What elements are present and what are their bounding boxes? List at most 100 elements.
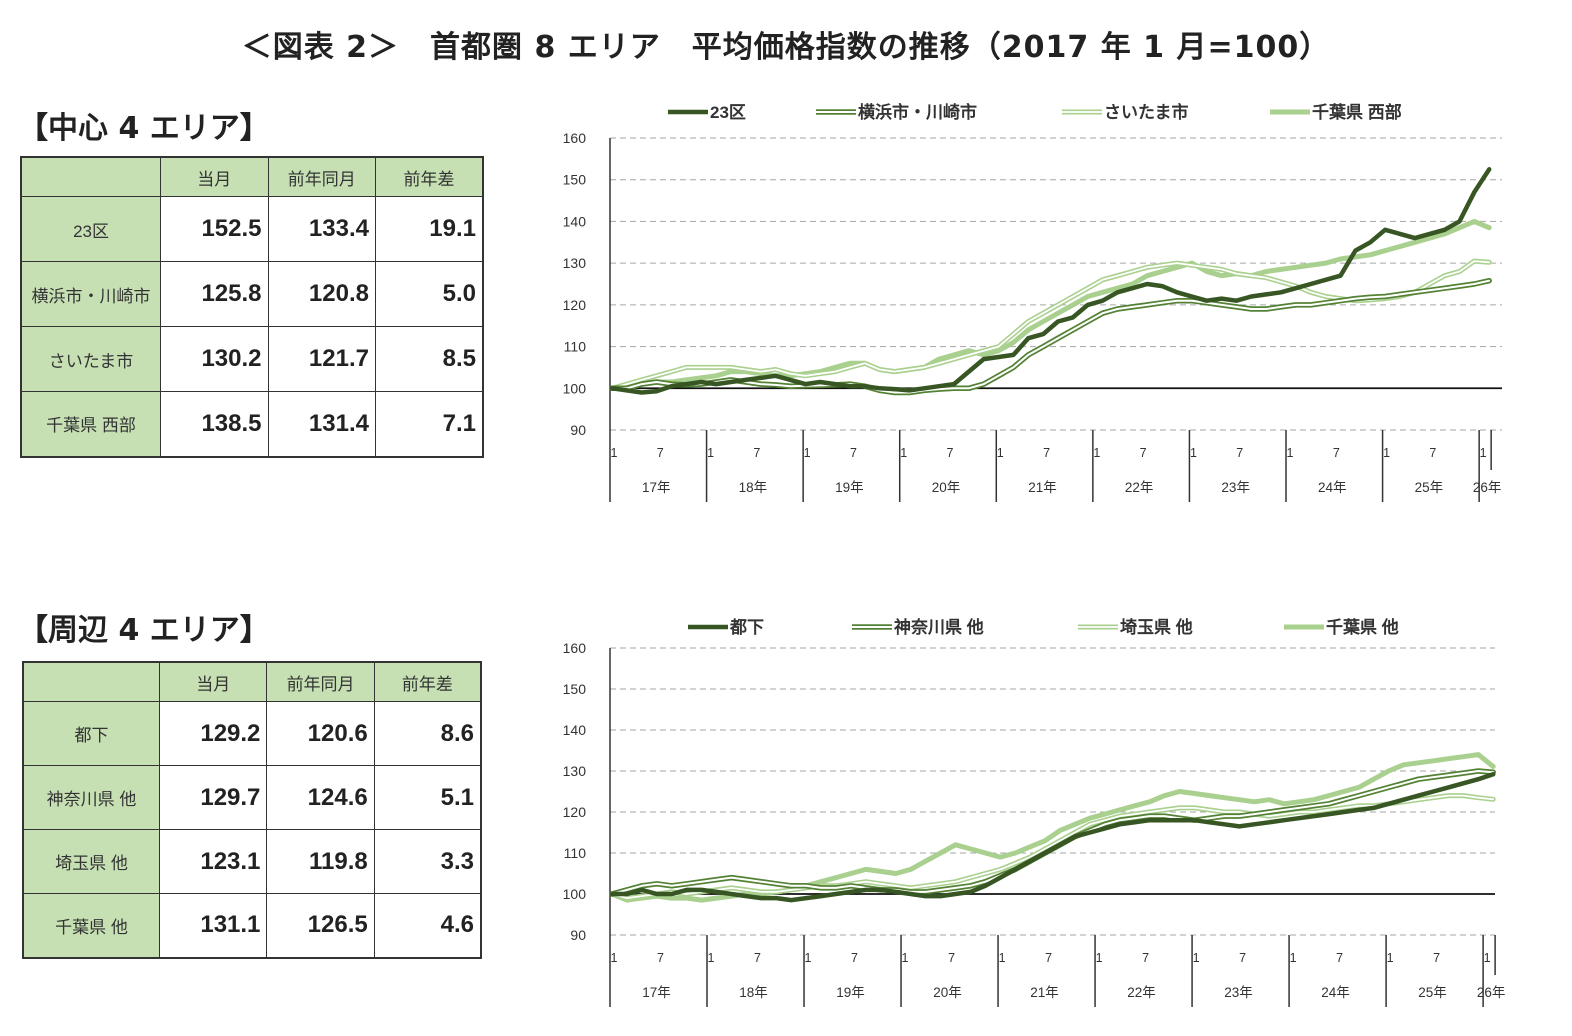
cell-diff: 5.1	[373, 765, 482, 830]
y-tick-label: 150	[563, 681, 587, 697]
legend-label: 埼玉県 他	[1120, 617, 1193, 637]
peripheral-areas-table: 当月 前年同月 前年差 都下 129.2 120.6 8.6 神奈川県 他 12…	[22, 661, 482, 959]
year-label: 22年	[1127, 985, 1156, 1000]
month-tick-label: 1	[1190, 446, 1197, 460]
table-row: 埼玉県 他 123.1 119.8 3.3	[22, 829, 482, 894]
month-tick-label: 7	[1142, 951, 1149, 965]
month-tick-label: 1	[997, 446, 1004, 460]
year-label: 24年	[1321, 985, 1350, 1000]
month-tick-label: 7	[753, 446, 760, 460]
month-tick-label: 1	[900, 446, 907, 460]
year-label: 23年	[1221, 480, 1250, 495]
cell-prev: 124.6	[266, 765, 375, 830]
cell-diff: 8.6	[373, 701, 482, 766]
month-tick-label: 1	[708, 951, 715, 965]
header-current: 当月	[160, 156, 269, 197]
month-tick-label: 7	[754, 951, 761, 965]
legend-label: 千葉県 他	[1326, 617, 1399, 637]
cell-prev: 131.4	[267, 391, 376, 457]
legend-label: 横浜市・川崎市	[858, 102, 977, 122]
table-row: 23区 152.5 133.4 19.1	[20, 196, 484, 262]
series-line-0	[609, 772, 1496, 903]
row-label: 千葉県 他	[22, 893, 161, 958]
month-tick-label: 1	[804, 446, 811, 460]
y-tick-label: 100	[563, 886, 587, 902]
month-tick-label: 7	[1140, 446, 1147, 460]
year-label: 26年	[1473, 480, 1502, 495]
y-tick-label: 100	[563, 380, 587, 396]
row-label: 神奈川県 他	[22, 765, 161, 830]
year-label: 21年	[1030, 985, 1059, 1000]
cell-prev: 133.4	[267, 196, 376, 262]
y-tick-label: 130	[563, 255, 587, 271]
y-tick-label: 110	[564, 339, 587, 355]
year-label: 17年	[642, 480, 671, 495]
legend-label: 都下	[729, 617, 764, 637]
year-label: 20年	[932, 480, 961, 495]
month-tick-label: 1	[1383, 446, 1390, 460]
y-tick-label: 90	[570, 927, 586, 943]
cell-diff: 5.0	[374, 261, 484, 327]
series-line-0	[609, 167, 1492, 395]
month-tick-label: 7	[1429, 446, 1436, 460]
month-tick-label: 7	[657, 446, 664, 460]
cell-diff: 4.6	[373, 893, 482, 958]
row-label: 横浜市・川崎市	[20, 261, 162, 327]
series-line-2	[611, 260, 1491, 390]
cell-current: 152.5	[160, 196, 269, 262]
cell-prev: 121.7	[267, 326, 376, 392]
year-label: 19年	[835, 480, 864, 495]
month-tick-label: 7	[657, 951, 664, 965]
table-row: さいたま市 130.2 121.7 8.5	[20, 326, 484, 392]
month-tick-label: 1	[999, 951, 1006, 965]
month-tick-label: 7	[1043, 446, 1050, 460]
cell-current: 130.2	[160, 326, 269, 392]
cell-current: 129.7	[159, 765, 268, 830]
y-tick-label: 120	[563, 804, 587, 820]
month-tick-label: 7	[1336, 951, 1343, 965]
table-row: 千葉県 西部 138.5 131.4 7.1	[20, 391, 484, 457]
month-tick-label: 7	[851, 951, 858, 965]
table-row: 横浜市・川崎市 125.8 120.8 5.0	[20, 261, 484, 327]
header-prev-year: 前年同月	[266, 661, 375, 702]
cell-current: 125.8	[160, 261, 269, 327]
month-tick-label: 7	[947, 446, 954, 460]
month-tick-label: 1	[707, 446, 714, 460]
series-line-2	[611, 794, 1495, 900]
cell-diff: 3.3	[373, 829, 482, 894]
y-tick-label: 130	[563, 763, 587, 779]
year-label: 24年	[1318, 480, 1347, 495]
y-tick-label: 90	[570, 422, 586, 438]
legend-label: 23区	[710, 103, 746, 122]
year-label: 17年	[642, 985, 671, 1000]
legend-label: さいたま市	[1104, 102, 1189, 122]
y-tick-label: 160	[563, 130, 587, 146]
row-label: 都下	[22, 701, 161, 766]
year-label: 23年	[1224, 985, 1253, 1000]
table-row: 都下 129.2 120.6 8.6	[22, 701, 482, 766]
year-label: 26年	[1477, 985, 1506, 1000]
cell-diff: 7.1	[374, 391, 484, 457]
month-tick-label: 7	[1045, 951, 1052, 965]
month-tick-label: 1	[1193, 951, 1200, 965]
cell-prev: 126.5	[266, 893, 375, 958]
header-blank	[20, 156, 162, 197]
month-tick-label: 7	[850, 446, 857, 460]
header-blank	[22, 661, 161, 702]
month-tick-label: 7	[1433, 951, 1440, 965]
header-diff: 前年差	[374, 156, 484, 197]
header-diff: 前年差	[373, 661, 482, 702]
cell-current: 138.5	[160, 391, 269, 457]
series-line-1	[609, 768, 1496, 897]
row-label: 23区	[20, 196, 162, 262]
cell-current: 123.1	[159, 829, 268, 894]
cell-prev: 120.6	[266, 701, 375, 766]
month-tick-label: 1	[611, 951, 618, 965]
y-tick-label: 110	[564, 845, 587, 861]
month-tick-label: 1	[1484, 951, 1491, 965]
series-line-1	[611, 770, 1495, 895]
month-tick-label: 7	[948, 951, 955, 965]
month-tick-label: 7	[1333, 446, 1340, 460]
y-tick-label: 160	[563, 640, 587, 656]
cell-prev: 119.8	[266, 829, 375, 894]
